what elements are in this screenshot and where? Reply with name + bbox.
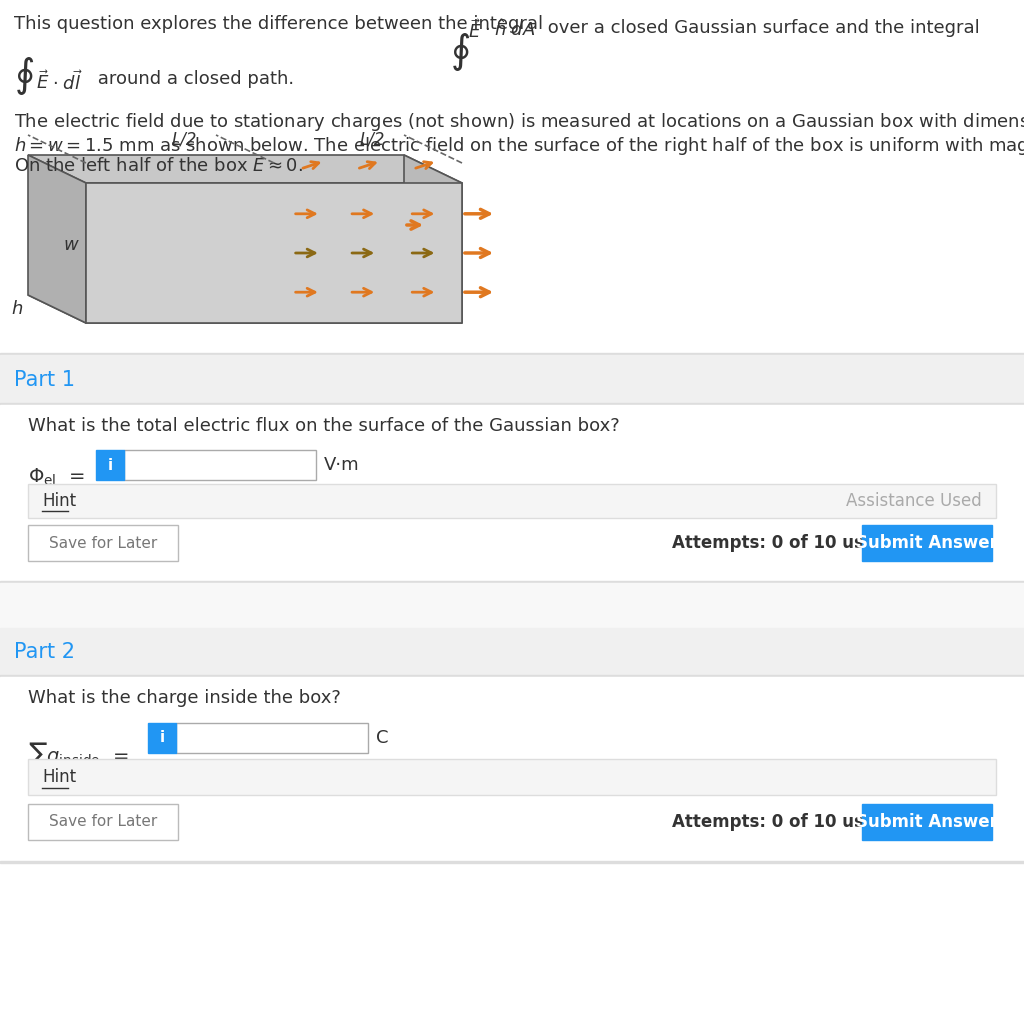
Polygon shape <box>404 155 462 323</box>
Bar <box>124 450 316 480</box>
Text: $\vec{E}$: $\vec{E}$ <box>36 70 49 93</box>
Text: Attempts: 0 of 10 used: Attempts: 0 of 10 used <box>672 813 887 831</box>
Text: $\cdot\;\hat{n}\;dA$: $\cdot\;\hat{n}\;dA$ <box>484 19 536 40</box>
Text: Attempts: 0 of 10 used: Attempts: 0 of 10 used <box>672 534 887 552</box>
Text: $\cdot\;d\vec{l}$: $\cdot\;d\vec{l}$ <box>52 70 83 94</box>
Text: L/2: L/2 <box>359 131 385 149</box>
Bar <box>0 581 1024 583</box>
Bar <box>28 804 178 840</box>
Bar <box>28 484 996 518</box>
Bar <box>0 628 1024 675</box>
Text: Part 2: Part 2 <box>14 642 75 662</box>
Bar <box>0 353 1024 355</box>
Text: This question explores the difference between the integral: This question explores the difference be… <box>14 15 543 33</box>
Bar <box>176 723 368 753</box>
Text: Assistance Used: Assistance Used <box>846 492 982 510</box>
Text: Submit Answer: Submit Answer <box>856 813 998 831</box>
Bar <box>0 677 1024 863</box>
Text: What is the charge inside the box?: What is the charge inside the box? <box>28 690 341 707</box>
Text: C: C <box>376 729 388 747</box>
Text: Submit Answer: Submit Answer <box>856 534 998 552</box>
Bar <box>0 583 1024 628</box>
Text: Hint: Hint <box>42 492 76 510</box>
Text: $\oint$: $\oint$ <box>450 31 470 73</box>
Text: Save for Later: Save for Later <box>49 814 157 830</box>
Text: L/2: L/2 <box>171 131 197 149</box>
Text: What is the total electric flux on the surface of the Gaussian box?: What is the total electric flux on the s… <box>28 417 620 435</box>
Bar <box>28 759 996 795</box>
Text: Save for Later: Save for Later <box>49 535 157 550</box>
Text: On the left half of the box $E \approx 0$.: On the left half of the box $E \approx 0… <box>14 157 303 175</box>
Bar <box>0 403 1024 405</box>
Text: $\Phi_\mathrm{el}$  =: $\Phi_\mathrm{el}$ = <box>28 468 85 488</box>
Polygon shape <box>28 155 462 183</box>
Text: $\vec{E}$: $\vec{E}$ <box>468 19 481 42</box>
Text: i: i <box>108 457 113 473</box>
Polygon shape <box>28 295 462 323</box>
Polygon shape <box>86 183 462 323</box>
Bar <box>0 675 1024 677</box>
Text: around a closed path.: around a closed path. <box>92 70 294 88</box>
Text: i: i <box>160 730 165 746</box>
Bar <box>148 723 176 753</box>
Text: $\oint$: $\oint$ <box>14 55 34 97</box>
Bar <box>96 450 124 480</box>
Text: over a closed Gaussian surface and the integral: over a closed Gaussian surface and the i… <box>542 19 980 37</box>
Bar <box>0 0 1024 353</box>
Text: h: h <box>11 300 23 318</box>
Text: The electric field due to stationary charges (not shown) is measured at location: The electric field due to stationary cha… <box>14 112 1024 133</box>
Bar <box>862 525 992 561</box>
Text: $\sum q_\mathrm{inside}$  =: $\sum q_\mathrm{inside}$ = <box>28 740 129 769</box>
Bar <box>0 861 1024 863</box>
Text: Part 1: Part 1 <box>14 370 75 390</box>
Bar <box>28 525 178 561</box>
Text: Hint: Hint <box>42 768 76 786</box>
Bar <box>0 405 1024 583</box>
Polygon shape <box>28 155 86 323</box>
Text: w: w <box>63 236 78 254</box>
Bar <box>0 355 1024 403</box>
Bar <box>862 804 992 840</box>
Text: V·m: V·m <box>324 456 359 474</box>
Text: $h = w = 1.5$ mm as shown below. The electric field on the surface of the right : $h = w = 1.5$ mm as shown below. The ele… <box>14 134 1024 159</box>
